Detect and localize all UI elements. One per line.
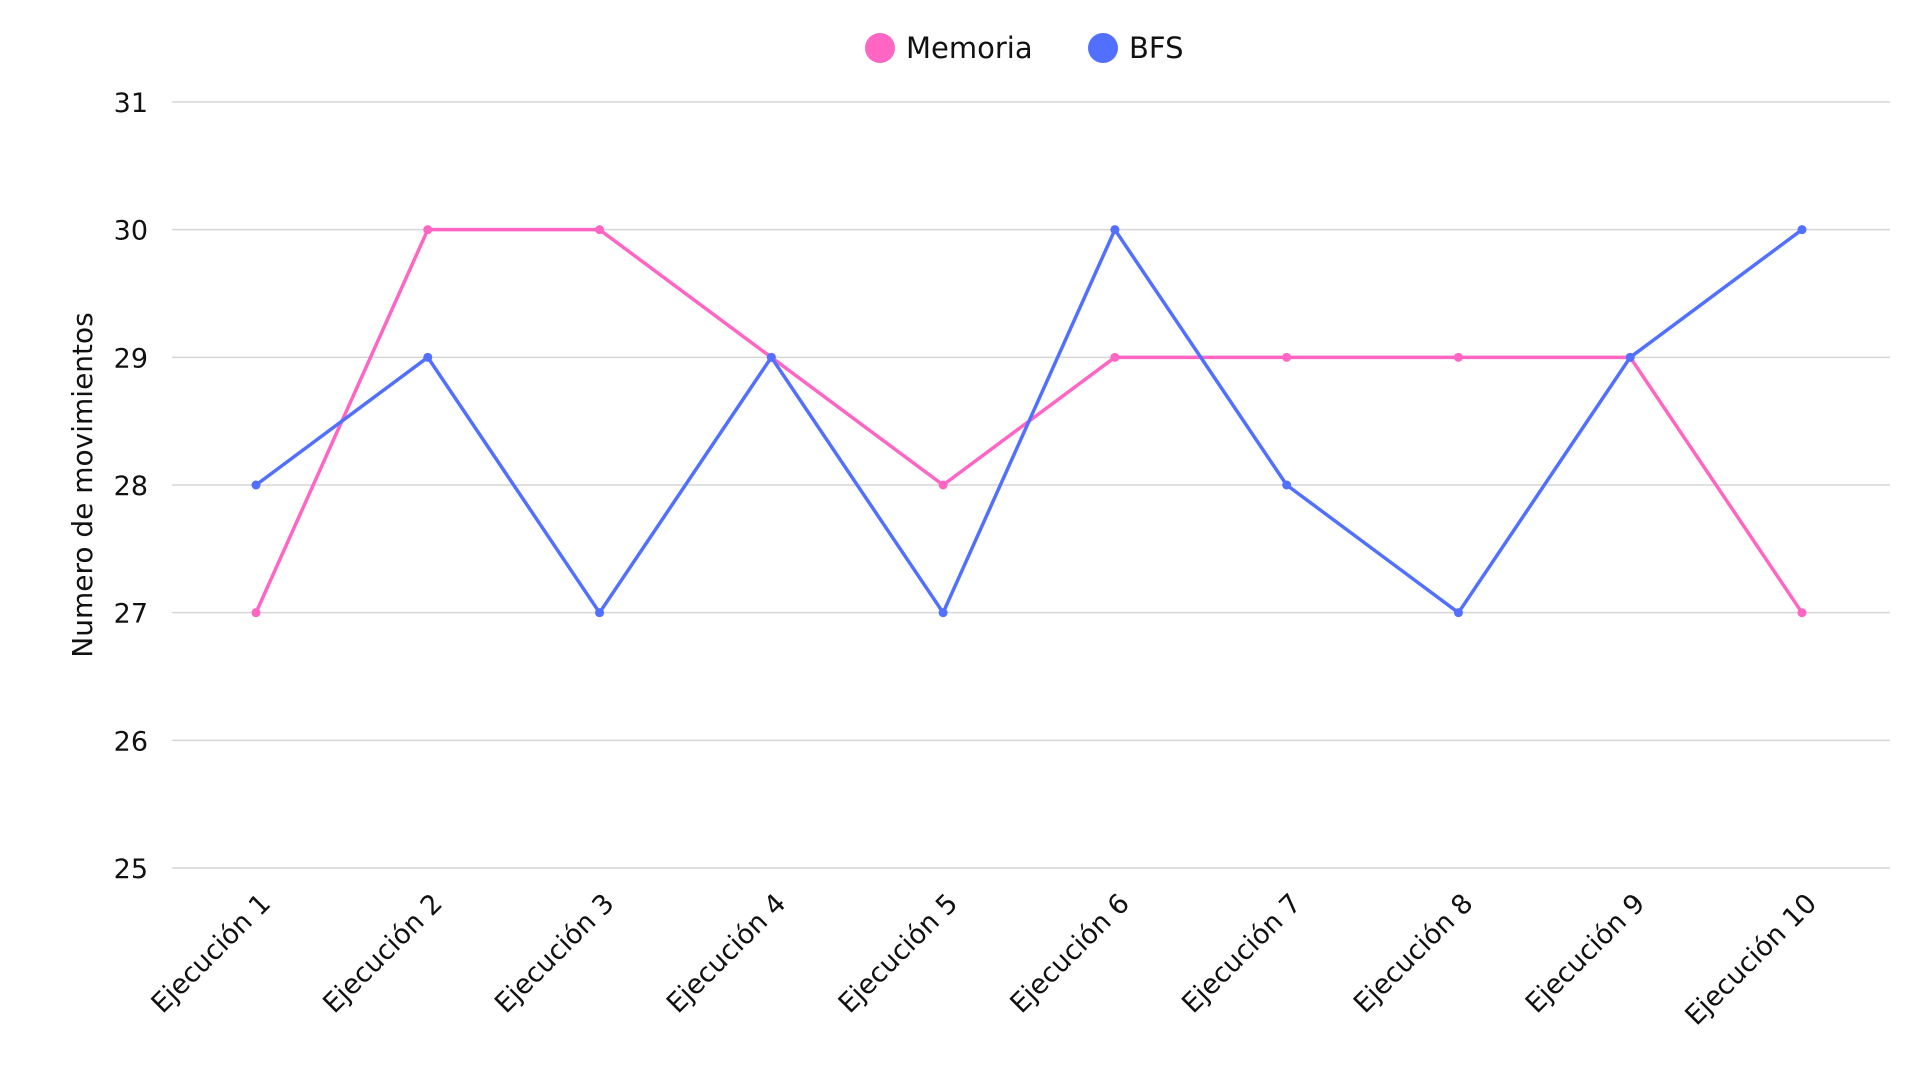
legend: Memoria BFS <box>865 31 1183 65</box>
data-point <box>1453 352 1463 362</box>
series-line <box>254 227 1804 615</box>
x-tick-label: Ejecución 1 <box>146 888 277 1019</box>
data-point <box>423 352 433 362</box>
data-point <box>595 225 605 235</box>
data-point <box>1110 352 1120 362</box>
x-tick-label: Ejecución 5 <box>833 888 964 1019</box>
data-point <box>595 608 605 618</box>
y-axis-ticks: 25 26 27 28 29 30 31 <box>114 88 148 885</box>
data-point <box>1110 225 1120 235</box>
y-tick-label: 30 <box>114 216 148 247</box>
y-axis-title: Numero de movimientos <box>66 312 99 658</box>
y-tick-label: 26 <box>114 726 148 757</box>
y-tick-label: 29 <box>114 343 148 374</box>
data-point <box>1797 608 1807 618</box>
legend-marker <box>1088 33 1118 63</box>
legend-marker <box>865 33 895 63</box>
data-point <box>251 480 261 490</box>
data-point <box>938 480 948 490</box>
y-tick-label: 28 <box>114 471 148 502</box>
data-point <box>423 225 433 235</box>
data-point <box>1282 352 1292 362</box>
x-tick-label: Ejecución 4 <box>661 888 792 1019</box>
data-point <box>1797 225 1807 235</box>
data-point <box>1453 608 1463 618</box>
legend-item: Memoria <box>865 31 1033 65</box>
y-tick-label: 27 <box>114 599 148 630</box>
x-tick-label: Ejecución 2 <box>317 888 448 1019</box>
data-point <box>251 608 261 618</box>
data-point <box>766 352 776 362</box>
legend-label: Memoria <box>906 31 1033 65</box>
x-tick-label: Ejecución 7 <box>1176 888 1307 1019</box>
x-tick-label: Ejecución 8 <box>1348 888 1479 1019</box>
x-axis-ticks: Ejecución 1 Ejecución 2 Ejecución 3 Ejecuci… <box>146 888 1823 1032</box>
y-tick-label: 31 <box>114 88 148 119</box>
series-layer <box>251 225 1807 618</box>
legend-item: BFS <box>1088 31 1183 65</box>
x-tick-label: Ejecución 6 <box>1004 888 1135 1019</box>
y-tick-label: 25 <box>114 854 148 885</box>
series-bfs <box>251 225 1807 618</box>
x-tick-label: Ejecución 9 <box>1520 888 1651 1019</box>
x-tick-label: Ejecución 10 <box>1679 888 1823 1032</box>
x-tick-label: Ejecución 3 <box>489 888 620 1019</box>
data-point <box>938 608 948 618</box>
legend-label: BFS <box>1129 31 1183 65</box>
data-point <box>1282 480 1292 490</box>
data-point <box>1625 352 1635 362</box>
grid-lines <box>172 101 1890 869</box>
